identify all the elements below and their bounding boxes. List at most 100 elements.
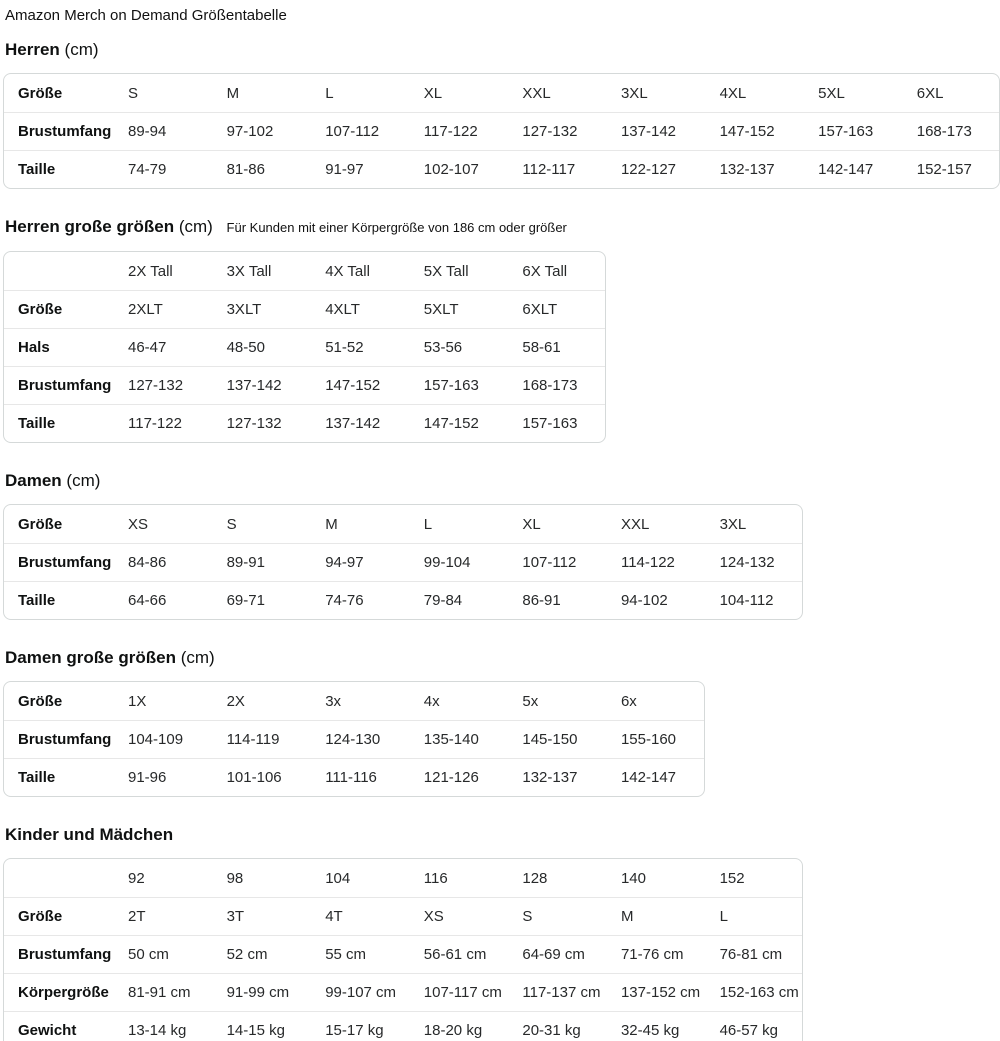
table-cell: 137-142 bbox=[309, 404, 408, 442]
row-label: Körpergröße bbox=[4, 973, 112, 1011]
table-cell: 18-20 kg bbox=[407, 1011, 507, 1041]
table-cell: 81-91 cm bbox=[112, 973, 211, 1011]
table-cell: S bbox=[226, 515, 237, 533]
section-herren: Herren (cm) Größe S M L XL XXL 3XL 4XL 5XL 6XL Bru… bbox=[3, 39, 1000, 189]
table-cell: 94-97 bbox=[309, 543, 408, 581]
table-cell: 137-142 bbox=[604, 112, 704, 150]
table-cell: 74-76 bbox=[309, 581, 408, 619]
table-cell: 168-173 bbox=[506, 366, 605, 404]
table-cell: 58-61 bbox=[506, 328, 605, 366]
table-cell: 64-66 bbox=[112, 581, 211, 619]
table-cell: 107-112 bbox=[506, 543, 605, 581]
row-label: Taille bbox=[4, 150, 112, 188]
row-label: Gewicht bbox=[4, 1011, 112, 1041]
table-cell: 135-140 bbox=[407, 720, 507, 758]
section-damen: Damen (cm) Größe XS S M L XL XXL 3XL Brustumfang… bbox=[3, 470, 998, 620]
row-label: Taille bbox=[4, 758, 112, 796]
row-label: Größe bbox=[18, 692, 63, 710]
table-cell: 104 bbox=[325, 869, 351, 887]
table-cell: XS bbox=[128, 515, 149, 533]
table-cell: 147-152 bbox=[703, 112, 803, 150]
table-cell: M bbox=[226, 84, 240, 102]
row-label: Brustumfang bbox=[4, 935, 112, 973]
table-cell: 121-126 bbox=[407, 758, 507, 796]
table-cell: 48-50 bbox=[210, 328, 310, 366]
table-row: Brustumfang 104-109 114-119 124-130 135-140 1… bbox=[4, 720, 704, 758]
table-row: Brustumfang 84-86 89-91 94-97 99-104 107-112 1… bbox=[4, 543, 803, 581]
table-cell: 152-163 cm bbox=[703, 973, 803, 1011]
table-cell: 92 bbox=[128, 869, 145, 887]
table-cell: 99-104 bbox=[407, 543, 507, 581]
table-cell: L bbox=[703, 897, 803, 935]
table-row: Größe 1X 2X 3x 4x 5x 6x bbox=[4, 682, 704, 720]
table-cell: 50 cm bbox=[112, 935, 211, 973]
table-cell: 137-152 cm bbox=[604, 973, 704, 1011]
table-cell: 89-94 bbox=[112, 112, 211, 150]
table-row: Körpergröße 81-91 cm 91-99 cm 99-107 cm 107-… bbox=[4, 973, 803, 1011]
table-cell: 46-57 kg bbox=[703, 1011, 803, 1041]
table-cell: XL bbox=[522, 515, 541, 533]
table-cell: 132-137 bbox=[506, 758, 605, 796]
table-row: Taille 74-79 81-86 91-97 102-107 112-117 122-1… bbox=[4, 150, 1000, 188]
table-cell: 94-102 bbox=[604, 581, 704, 619]
section-heading-kinder: Kinder und Mädchen bbox=[5, 824, 998, 846]
section-unit: (cm) bbox=[180, 648, 215, 667]
table-cell: L bbox=[423, 515, 433, 533]
table-cell: 4XL bbox=[719, 84, 747, 102]
table-row: 2X Tall 3X Tall 4X Tall 5X Tall 6X Tall bbox=[4, 252, 605, 290]
table-cell: 112-117 bbox=[506, 150, 605, 188]
table-cell: 117-122 bbox=[112, 404, 211, 442]
table-cell: 86-91 bbox=[506, 581, 605, 619]
section-heading-herren-grosse: Herren große größen (cm) Für Kunden mit … bbox=[5, 216, 998, 239]
section-note: Für Kunden mit einer Körpergröße von 186… bbox=[226, 220, 567, 235]
table-cell: 127-132 bbox=[112, 366, 211, 404]
table-cell: 5XL bbox=[818, 84, 845, 102]
table-row: Gewicht 13-14 kg 14-15 kg 15-17 kg 18-20 kg 2… bbox=[4, 1011, 803, 1041]
table-cell: S bbox=[128, 84, 139, 102]
table-row: Größe 2XLT 3XLT 4XLT 5XLT 6XLT bbox=[4, 290, 605, 328]
table-cell: XXL bbox=[620, 515, 650, 533]
table-cell: 3T bbox=[210, 897, 310, 935]
row-label: Taille bbox=[4, 404, 112, 442]
section-heading-damen-grosse: Damen große größen (cm) bbox=[5, 647, 998, 669]
table-cell: 3XL bbox=[620, 84, 648, 102]
section-heading-herren: Herren (cm) bbox=[5, 39, 998, 61]
section-unit: (cm) bbox=[178, 217, 213, 236]
section-heading-damen: Damen (cm) bbox=[5, 470, 998, 492]
table-cell: 98 bbox=[226, 869, 244, 887]
table-cell: 81-86 bbox=[210, 150, 310, 188]
table-cell: XL bbox=[423, 84, 443, 102]
table-cell: 6x bbox=[620, 692, 637, 710]
row-label: Größe bbox=[4, 897, 112, 935]
table-cell: 5x bbox=[522, 692, 539, 710]
table-cell: 3XL bbox=[719, 515, 747, 533]
table-cell: 89-91 bbox=[210, 543, 310, 581]
size-table-damen-grosse: Größe 1X 2X 3x 4x 5x 6x Brustumfang 104-109 114-1… bbox=[3, 681, 705, 797]
table-cell: 124-130 bbox=[309, 720, 408, 758]
table-cell: 2X bbox=[226, 692, 245, 710]
table-row: Brustumfang 89-94 97-102 107-112 117-122 127-… bbox=[4, 112, 1000, 150]
table-row: Größe S M L XL XXL 3XL 4XL 5XL 6XL bbox=[4, 74, 999, 112]
table-cell: 3XLT bbox=[210, 290, 310, 328]
table-cell: 4X Tall bbox=[325, 262, 370, 280]
table-cell: 2XLT bbox=[112, 290, 211, 328]
table-cell: 6X Tall bbox=[522, 262, 568, 280]
table-cell: 104-112 bbox=[703, 581, 803, 619]
row-label: Brustumfang bbox=[4, 720, 112, 758]
row-label: Brustumfang bbox=[4, 112, 112, 150]
table-cell: 157-163 bbox=[407, 366, 507, 404]
table-cell: 101-106 bbox=[210, 758, 310, 796]
table-cell: 53-56 bbox=[407, 328, 507, 366]
table-cell: 107-112 bbox=[309, 112, 408, 150]
table-cell: 168-173 bbox=[900, 112, 1000, 150]
table-row: Taille 64-66 69-71 74-76 79-84 86-91 94-102 104… bbox=[4, 581, 803, 619]
size-table-herren-grosse: 2X Tall 3X Tall 4X Tall 5X Tall 6X Tall Größe… bbox=[3, 251, 606, 443]
table-cell: 76-81 cm bbox=[703, 935, 803, 973]
table-cell: 111-116 bbox=[309, 758, 408, 796]
table-cell: 122-127 bbox=[604, 150, 704, 188]
table-row: Größe 2T 3T 4T XS S M L bbox=[4, 897, 803, 935]
table-cell: 84-86 bbox=[112, 543, 211, 581]
table-cell: 117-122 bbox=[407, 112, 507, 150]
section-unit: (cm) bbox=[66, 471, 101, 490]
